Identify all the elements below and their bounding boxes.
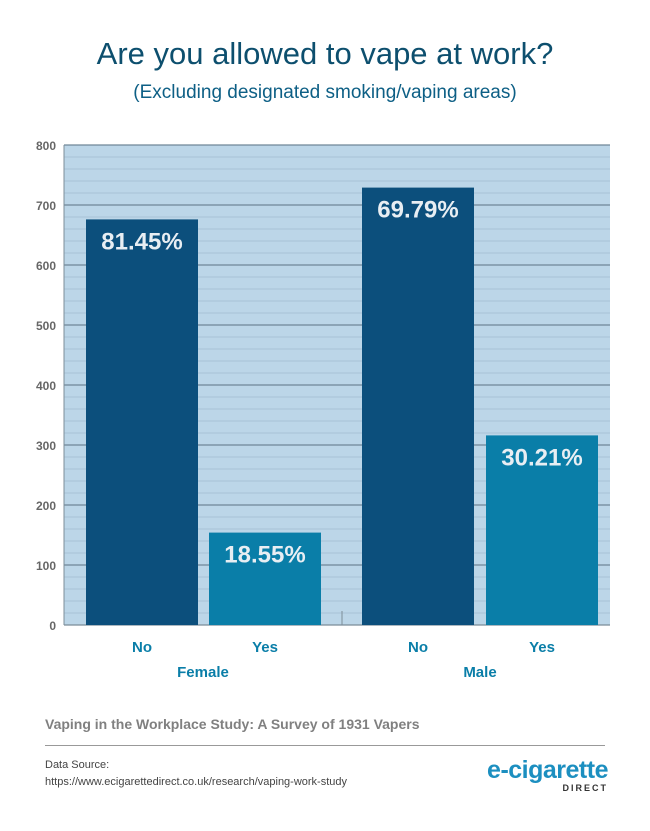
y-tick-label: 400 — [36, 379, 56, 393]
x-tick-label: No — [132, 639, 152, 656]
y-tick-label: 300 — [36, 439, 56, 453]
bar-chart: 0 100 200 300 400 500 600 700 800 81.45% No 18.55% Y… — [36, 139, 610, 681]
x-tick-label: Yes — [252, 639, 278, 656]
group-label: Female — [177, 664, 229, 681]
bar — [209, 532, 321, 625]
y-tick-label: 800 — [36, 139, 56, 153]
data-label: 81.45% — [101, 228, 182, 255]
footer-title: Vaping in the Workplace Study: A Survey … — [45, 716, 420, 732]
chart-title: Are you allowed to vape at work? — [96, 36, 554, 71]
group-label: Male — [463, 664, 496, 681]
data-label: 69.79% — [377, 197, 458, 224]
y-tick-label: 0 — [49, 619, 56, 633]
x-tick-label: Yes — [529, 639, 555, 656]
bar — [362, 187, 474, 625]
y-tick-label: 600 — [36, 259, 56, 273]
source-url[interactable]: https://www.ecigarettedirect.co.uk/resea… — [45, 776, 348, 788]
data-label: 18.55% — [224, 542, 305, 569]
y-tick-label: 100 — [36, 559, 56, 573]
bar — [86, 219, 198, 625]
bar — [486, 435, 598, 625]
y-tick-label: 500 — [36, 319, 56, 333]
logo-sub: DIRECT — [562, 783, 608, 793]
x-tick-label: No — [408, 639, 428, 656]
y-tick-label: 700 — [36, 199, 56, 213]
divider — [45, 745, 605, 746]
source-label: Data Source: — [45, 759, 110, 771]
chart-subtitle: (Excluding designated smoking/vaping are… — [133, 82, 517, 103]
y-tick-label: 200 — [36, 499, 56, 513]
logo-main: e-cigarette — [487, 756, 608, 784]
logo: e-cigarette DIRECT — [487, 757, 608, 793]
data-label: 30.21% — [501, 444, 582, 471]
